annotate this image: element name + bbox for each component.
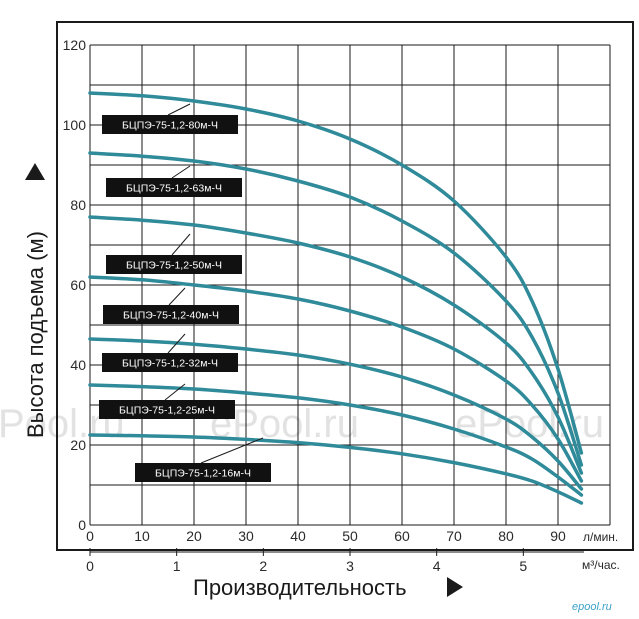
x-axis-arrow-icon [447, 577, 463, 597]
series-labels: БЦПЭ-75-1,2-80м-Ч БЦПЭ-75-1,2-63м-Ч БЦПЭ-7… [99, 103, 271, 482]
series-line [88, 383, 584, 497]
series-label: БЦПЭ-75-1,2-80м-Ч [122, 120, 218, 132]
series-label-leader [168, 287, 186, 306]
x2-tick-label: 0 [86, 558, 94, 574]
x-tick-label: 20 [186, 528, 202, 544]
x2-tick-label: 3 [346, 558, 354, 574]
series-line [88, 433, 584, 505]
x-tick-label: 70 [446, 528, 462, 544]
x-tick-label: 50 [342, 528, 358, 544]
brand-mark: epool.ru [572, 601, 612, 613]
series-label: БЦПЭ-75-1,2-50м-Ч [126, 260, 222, 272]
chart-frame [56, 21, 634, 551]
series-line [88, 151, 584, 467]
series-label-box [99, 400, 235, 419]
x-unit-primary: л/мин. [583, 530, 618, 544]
x-axis-title: Производительность [193, 575, 407, 600]
x2-tick-label: 2 [259, 558, 267, 574]
series-label-box [106, 178, 242, 197]
x-tick-labels: 0 10 20 30 40 50 60 70 80 90 [86, 528, 566, 544]
series-label-leader [171, 233, 191, 256]
series-label-leader [167, 103, 191, 116]
series-label-box [106, 255, 242, 274]
series-line [88, 91, 584, 455]
y-tick-label: 80 [70, 197, 86, 213]
series-label-box [103, 305, 239, 324]
y-axis-title: Высота подъема (м) [23, 231, 48, 438]
y-tick-label: 0 [78, 517, 86, 533]
y-tick-label: 60 [70, 277, 86, 293]
series-label-leader [200, 437, 264, 464]
x-tick-label: 90 [550, 528, 566, 544]
x-tick-label: 80 [498, 528, 514, 544]
series-label: БЦПЭ-75-1,2-40м-Ч [123, 310, 219, 322]
x-tick-label: 0 [86, 528, 94, 544]
series-label-leader [171, 165, 191, 179]
series-label: БЦПЭ-75-1,2-16м-Ч [155, 468, 251, 480]
series-label-box [102, 353, 238, 372]
x-tick-label: 40 [290, 528, 306, 544]
series-label: БЦПЭ-75-1,2-32м-Ч [122, 358, 218, 370]
x2-tick-label: 1 [173, 558, 181, 574]
series-label-leader [167, 333, 186, 354]
series-label-leader [164, 383, 186, 401]
x2-tick-label: 5 [519, 558, 527, 574]
y-axis-arrow-icon [25, 163, 45, 180]
x2-tick-labels: 0 1 2 3 4 5 [86, 548, 584, 574]
x-tick-label: 10 [134, 528, 150, 544]
series-label: БЦПЭ-75-1,2-25м-Ч [119, 405, 215, 417]
series-label-box [135, 463, 271, 482]
series-label-box [102, 115, 238, 134]
series-line [88, 275, 584, 483]
series-line [88, 215, 584, 475]
y-tick-labels: 0 20 40 60 80 100 120 [63, 37, 87, 533]
y-tick-label: 40 [70, 357, 86, 373]
x-tick-label: 30 [238, 528, 254, 544]
y-tick-label: 100 [63, 117, 87, 133]
x2-tick-label: 4 [433, 558, 441, 574]
watermark-right: ePool.ru [455, 402, 604, 446]
curves [88, 91, 584, 505]
series-line [88, 337, 584, 491]
y-tick-label: 20 [70, 437, 86, 453]
x-tick-label: 60 [394, 528, 410, 544]
series-label: БЦПЭ-75-1,2-63м-Ч [126, 183, 222, 195]
y-tick-label: 120 [63, 37, 87, 53]
x-unit-secondary: м³/час. [582, 558, 620, 572]
